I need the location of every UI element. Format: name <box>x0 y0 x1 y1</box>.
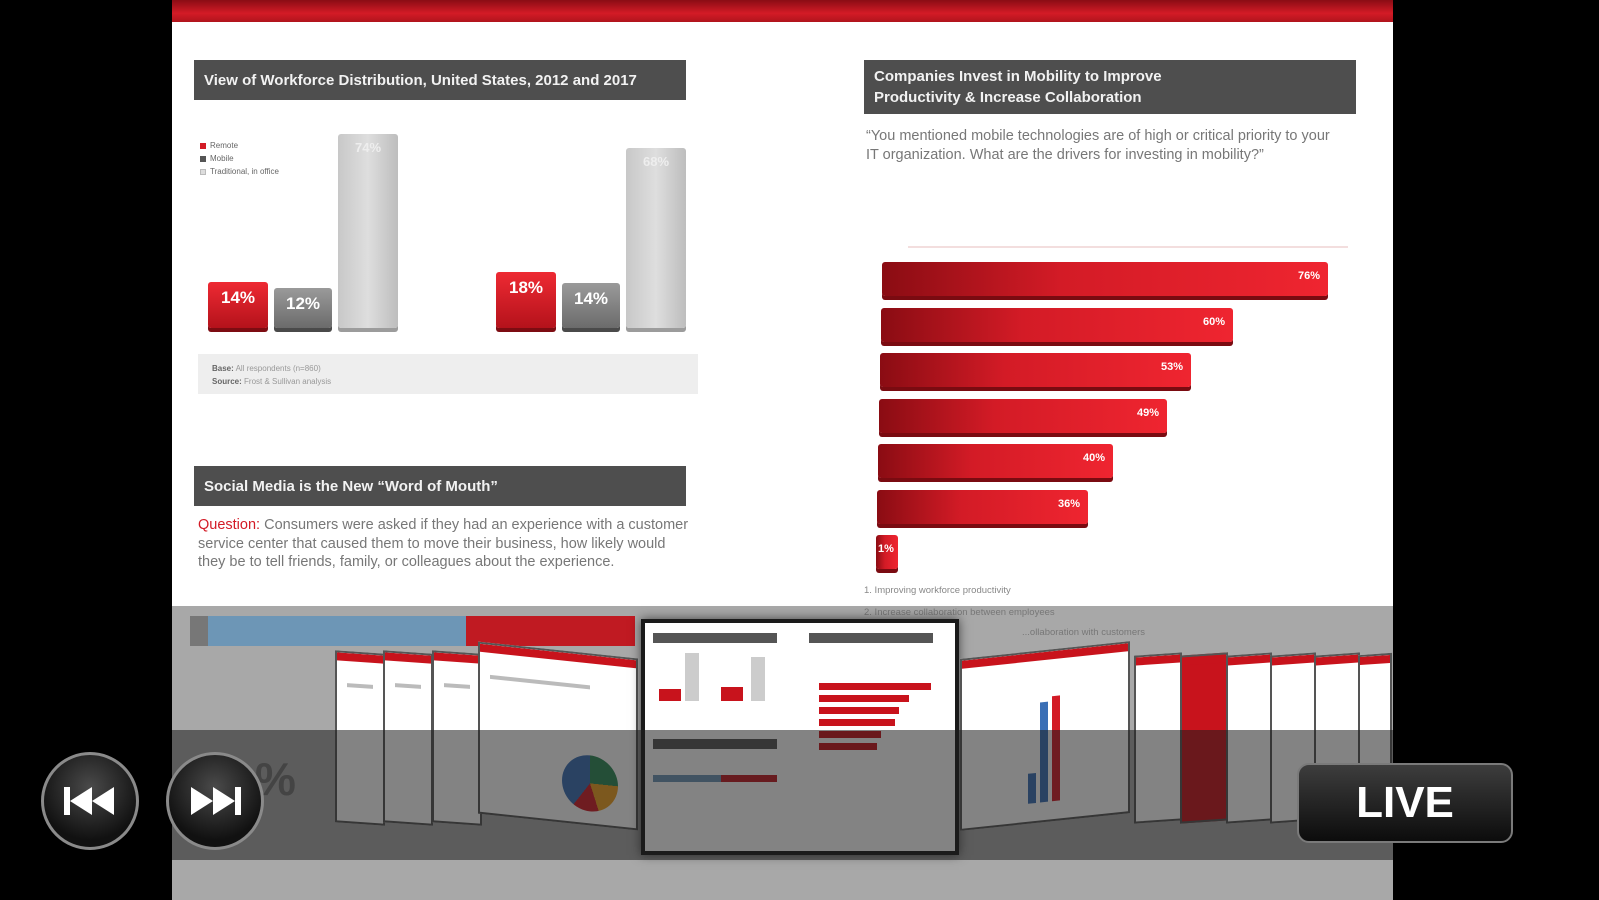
question-text: Question: Consumers were asked if they h… <box>198 517 689 570</box>
bar-2017-traditional: 68% <box>626 148 686 328</box>
next-button[interactable] <box>166 752 264 850</box>
question-label: Question: <box>198 517 261 533</box>
bar-2017-remote: 18% <box>496 272 556 328</box>
workforce-legend: Remote Mobile Traditional, in office <box>200 139 279 178</box>
slide-progress-graphic <box>190 616 635 646</box>
workforce-chart-title: View of Workforce Distribution, United S… <box>194 60 686 100</box>
live-button[interactable]: LIVE <box>1297 763 1513 843</box>
slide-top-bar <box>172 0 1393 22</box>
mobility-bar-6: 36% <box>877 489 1088 524</box>
bar-2012-traditional: 74% <box>338 134 398 328</box>
mobility-bar-7: 1% <box>876 535 898 569</box>
mobility-bar-3: 53% <box>880 353 1191 387</box>
skip-forward-icon <box>191 787 241 815</box>
chart-source-note: Base: All respondents (n=860) Source: Fr… <box>198 354 698 394</box>
mobility-chart-title: Companies Invest in Mobility to Improve … <box>864 60 1356 114</box>
legend-item-remote: Remote <box>200 139 279 152</box>
chart-caption-1: 1. Improving workforce productivity <box>864 585 1011 596</box>
mobility-bar-1: 76% <box>882 262 1328 296</box>
mobility-bar-4: 49% <box>879 398 1167 433</box>
legend-item-mobile: Mobile <box>200 152 279 165</box>
social-media-title: Social Media is the New “Word of Mouth” <box>194 466 686 506</box>
carousel-overlay <box>172 730 1393 860</box>
survey-quote: “You mentioned mobile technologies are o… <box>866 128 1330 163</box>
bar-2012-mobile: 12% <box>274 288 332 328</box>
chart-caption-2: 2. Increase collaboration between employ… <box>864 607 1055 618</box>
chart-top-line <box>908 246 1348 248</box>
skip-back-icon <box>64 787 114 815</box>
bar-2017-mobile: 14% <box>562 283 620 328</box>
chart-caption-3: ...ollaboration with customers <box>1022 627 1146 638</box>
mobility-bar-5: 40% <box>878 444 1113 478</box>
bar-2012-remote: 14% <box>208 282 268 328</box>
mobility-bar-2: 60% <box>881 307 1233 342</box>
legend-item-traditional: Traditional, in office <box>200 165 279 178</box>
previous-button[interactable] <box>41 752 139 850</box>
